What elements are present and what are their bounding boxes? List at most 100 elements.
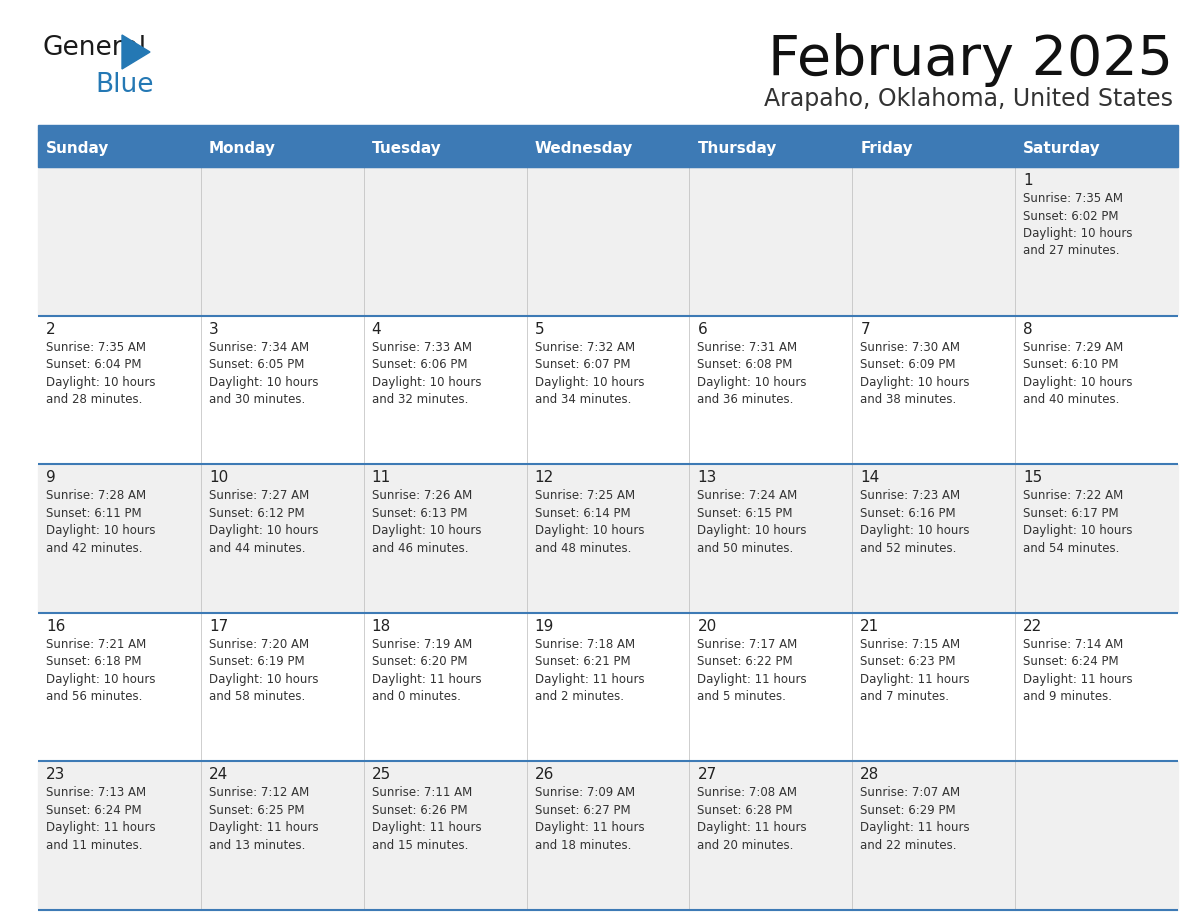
- Text: Sunrise: 7:17 AM: Sunrise: 7:17 AM: [697, 638, 797, 651]
- Bar: [852, 465, 1015, 613]
- Text: Sunset: 6:26 PM: Sunset: 6:26 PM: [372, 804, 467, 817]
- Text: Sunrise: 7:28 AM: Sunrise: 7:28 AM: [46, 489, 146, 502]
- Text: Sunrise: 7:33 AM: Sunrise: 7:33 AM: [372, 341, 472, 353]
- Text: Daylight: 11 hours: Daylight: 11 hours: [697, 822, 807, 834]
- Text: Sunrise: 7:24 AM: Sunrise: 7:24 AM: [697, 489, 797, 502]
- Text: Sunrise: 7:29 AM: Sunrise: 7:29 AM: [1023, 341, 1124, 353]
- Text: 25: 25: [372, 767, 391, 782]
- Text: and 5 minutes.: and 5 minutes.: [697, 690, 786, 703]
- Text: Sunrise: 7:21 AM: Sunrise: 7:21 AM: [46, 638, 146, 651]
- Text: Sunrise: 7:20 AM: Sunrise: 7:20 AM: [209, 638, 309, 651]
- Bar: [38, 316, 201, 465]
- Bar: [1015, 761, 1178, 910]
- Text: and 15 minutes.: and 15 minutes.: [372, 839, 468, 852]
- Text: and 54 minutes.: and 54 minutes.: [1023, 542, 1119, 554]
- Text: 23: 23: [46, 767, 65, 782]
- Text: Daylight: 11 hours: Daylight: 11 hours: [535, 822, 644, 834]
- Text: Daylight: 11 hours: Daylight: 11 hours: [697, 673, 807, 686]
- Text: Sunrise: 7:30 AM: Sunrise: 7:30 AM: [860, 341, 960, 353]
- Text: 27: 27: [697, 767, 716, 782]
- Text: and 9 minutes.: and 9 minutes.: [1023, 690, 1112, 703]
- Text: and 2 minutes.: and 2 minutes.: [535, 690, 624, 703]
- Text: Sunrise: 7:12 AM: Sunrise: 7:12 AM: [209, 787, 309, 800]
- Text: 9: 9: [46, 470, 56, 486]
- Text: Sunrise: 7:27 AM: Sunrise: 7:27 AM: [209, 489, 309, 502]
- Text: Sunset: 6:24 PM: Sunset: 6:24 PM: [1023, 655, 1119, 668]
- Bar: [201, 167, 364, 316]
- Text: and 42 minutes.: and 42 minutes.: [46, 542, 143, 554]
- Bar: [364, 316, 526, 465]
- Bar: [364, 167, 526, 316]
- Bar: [852, 613, 1015, 761]
- Text: and 30 minutes.: and 30 minutes.: [209, 393, 305, 406]
- Text: Sunrise: 7:19 AM: Sunrise: 7:19 AM: [372, 638, 472, 651]
- Text: 11: 11: [372, 470, 391, 486]
- Text: and 36 minutes.: and 36 minutes.: [697, 393, 794, 406]
- Text: Sunrise: 7:14 AM: Sunrise: 7:14 AM: [1023, 638, 1124, 651]
- Text: and 58 minutes.: and 58 minutes.: [209, 690, 305, 703]
- Text: and 56 minutes.: and 56 minutes.: [46, 690, 143, 703]
- Text: 12: 12: [535, 470, 554, 486]
- Bar: [526, 130, 689, 167]
- Text: Sunrise: 7:13 AM: Sunrise: 7:13 AM: [46, 787, 146, 800]
- Polygon shape: [122, 35, 150, 69]
- Bar: [689, 316, 852, 465]
- Text: Daylight: 11 hours: Daylight: 11 hours: [535, 673, 644, 686]
- Text: and 44 minutes.: and 44 minutes.: [209, 542, 305, 554]
- Text: Sunrise: 7:34 AM: Sunrise: 7:34 AM: [209, 341, 309, 353]
- Text: Sunset: 6:10 PM: Sunset: 6:10 PM: [1023, 358, 1119, 371]
- Bar: [38, 465, 201, 613]
- Text: and 38 minutes.: and 38 minutes.: [860, 393, 956, 406]
- Text: 16: 16: [46, 619, 65, 633]
- Bar: [1015, 465, 1178, 613]
- Bar: [526, 316, 689, 465]
- Bar: [38, 130, 201, 167]
- Text: Sunset: 6:09 PM: Sunset: 6:09 PM: [860, 358, 956, 371]
- Text: 7: 7: [860, 321, 870, 337]
- Bar: [364, 130, 526, 167]
- Text: Daylight: 10 hours: Daylight: 10 hours: [46, 524, 156, 537]
- Text: and 27 minutes.: and 27 minutes.: [1023, 244, 1119, 258]
- Text: 2: 2: [46, 321, 56, 337]
- Text: 17: 17: [209, 619, 228, 633]
- Bar: [201, 613, 364, 761]
- Text: 13: 13: [697, 470, 716, 486]
- Text: Sunset: 6:08 PM: Sunset: 6:08 PM: [697, 358, 792, 371]
- Text: 5: 5: [535, 321, 544, 337]
- Bar: [201, 465, 364, 613]
- Text: Sunset: 6:17 PM: Sunset: 6:17 PM: [1023, 507, 1119, 520]
- Bar: [852, 316, 1015, 465]
- Text: and 52 minutes.: and 52 minutes.: [860, 542, 956, 554]
- Text: and 40 minutes.: and 40 minutes.: [1023, 393, 1119, 406]
- Text: 20: 20: [697, 619, 716, 633]
- Bar: [1015, 130, 1178, 167]
- Bar: [201, 316, 364, 465]
- Text: Daylight: 10 hours: Daylight: 10 hours: [209, 375, 318, 388]
- Text: and 50 minutes.: and 50 minutes.: [697, 542, 794, 554]
- Text: Monday: Monday: [209, 141, 276, 156]
- Text: Daylight: 11 hours: Daylight: 11 hours: [209, 822, 318, 834]
- Bar: [364, 465, 526, 613]
- Text: 28: 28: [860, 767, 879, 782]
- Text: General: General: [43, 35, 147, 61]
- Text: Sunset: 6:04 PM: Sunset: 6:04 PM: [46, 358, 141, 371]
- Bar: [689, 613, 852, 761]
- Text: Tuesday: Tuesday: [372, 141, 442, 156]
- Text: and 34 minutes.: and 34 minutes.: [535, 393, 631, 406]
- Text: Sunrise: 7:11 AM: Sunrise: 7:11 AM: [372, 787, 472, 800]
- Text: 24: 24: [209, 767, 228, 782]
- Text: Sunrise: 7:35 AM: Sunrise: 7:35 AM: [46, 341, 146, 353]
- Text: and 28 minutes.: and 28 minutes.: [46, 393, 143, 406]
- Text: Daylight: 11 hours: Daylight: 11 hours: [372, 673, 481, 686]
- Text: and 7 minutes.: and 7 minutes.: [860, 690, 949, 703]
- Text: 10: 10: [209, 470, 228, 486]
- Bar: [852, 130, 1015, 167]
- Text: Sunset: 6:22 PM: Sunset: 6:22 PM: [697, 655, 794, 668]
- Text: Sunset: 6:28 PM: Sunset: 6:28 PM: [697, 804, 792, 817]
- Bar: [38, 613, 201, 761]
- Text: 22: 22: [1023, 619, 1042, 633]
- Bar: [526, 167, 689, 316]
- Text: 6: 6: [697, 321, 707, 337]
- Text: Daylight: 11 hours: Daylight: 11 hours: [372, 822, 481, 834]
- Text: Sunrise: 7:23 AM: Sunrise: 7:23 AM: [860, 489, 960, 502]
